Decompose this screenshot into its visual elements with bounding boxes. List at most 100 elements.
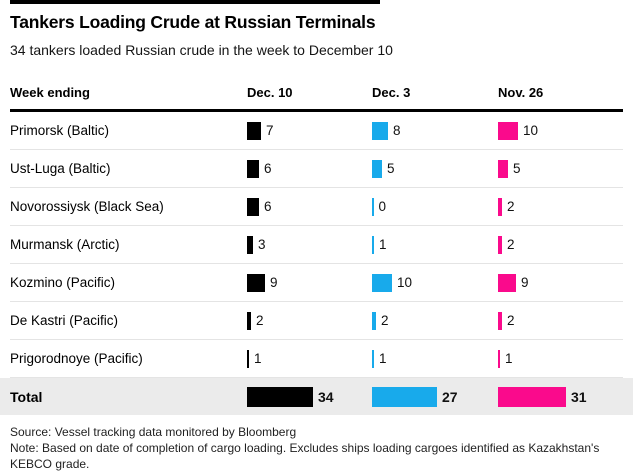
bar-cell-nov26: 2 (498, 235, 623, 254)
note-text: Note: Based on date of completion of car… (10, 441, 600, 471)
table-row-ustluga: Ust-Luga (Baltic) 6 5 5 (10, 150, 623, 188)
bar-value-dec10: 6 (264, 199, 272, 214)
table-row-prigorodnoye: Prigorodnoye (Pacific) 1 1 1 (10, 340, 623, 378)
terminal-label: Murmansk (Arctic) (10, 237, 120, 252)
bar-cell-dec3: 5 (372, 159, 498, 178)
table-row-dekastri: De Kastri (Pacific) 2 2 2 (10, 302, 623, 340)
column-header-dec10: Dec. 10 (247, 84, 293, 100)
bar-cell-dec3: 1 (372, 349, 498, 368)
bar-cell-nov26: 2 (498, 197, 623, 216)
terminal-label: Novorossiysk (Black Sea) (10, 199, 164, 214)
column-header-nov26: Nov. 26 (498, 84, 544, 100)
table-row-primorsk: Primorsk (Baltic) 7 8 10 (10, 112, 623, 150)
bar-dec10 (247, 235, 253, 254)
bar-cell-dec10: 1 (247, 349, 372, 368)
bar-dec3 (372, 235, 374, 254)
bar-value-nov26: 5 (513, 161, 521, 176)
bar-cell-dec10: 6 (247, 197, 372, 216)
bar-value-dec10: 1 (254, 351, 262, 366)
total-bar-dec10 (247, 386, 313, 407)
bar-cell-dec3: 10 (372, 273, 498, 292)
bar-value-nov26: 2 (507, 237, 515, 252)
bar-cell-dec10: 9 (247, 273, 372, 292)
bar-value-dec10: 7 (266, 123, 274, 138)
bar-value-dec3: 0 (378, 199, 387, 214)
bar-cell-dec10: 3 (247, 235, 372, 254)
bar-value-nov26: 1 (505, 351, 513, 366)
bar-value-dec3: 1 (379, 237, 387, 252)
bar-value-dec3: 2 (381, 313, 389, 328)
chart-title: Tankers Loading Crude at Russian Termina… (10, 12, 376, 32)
bar-dec10 (247, 197, 259, 216)
bar-cell-dec10: 6 (247, 159, 372, 178)
bar-nov26 (498, 273, 516, 292)
bar-dec3 (372, 121, 388, 140)
bar-value-dec10: 2 (256, 313, 264, 328)
bar-nov26 (498, 311, 502, 330)
bar-dec3 (372, 197, 374, 216)
header-divider-rule (10, 109, 623, 112)
bar-value-dec10: 9 (270, 275, 278, 290)
bar-dec10 (247, 159, 259, 178)
bar-cell-dec3: 8 (372, 121, 498, 140)
bar-value-dec10: 3 (258, 237, 266, 252)
bar-dec10 (247, 349, 249, 368)
bar-cell-nov26: 1 (498, 349, 623, 368)
bar-cell-dec3: 0 (372, 197, 498, 216)
terminal-label: De Kastri (Pacific) (10, 313, 119, 328)
terminal-label: Prigorodnoye (Pacific) (10, 351, 143, 366)
chart-subtitle: 34 tankers loaded Russian crude in the w… (10, 42, 393, 58)
bar-dec3 (372, 349, 374, 368)
total-bar-dec3 (372, 386, 437, 407)
total-value-nov26: 31 (571, 388, 587, 405)
bar-value-nov26: 9 (521, 275, 529, 290)
bar-dec10 (247, 121, 261, 140)
total-value-dec10: 34 (318, 388, 334, 405)
total-value-dec3: 27 (442, 388, 458, 405)
bar-cell-dec3: 2 (372, 311, 498, 330)
bar-value-dec3: 10 (397, 275, 413, 290)
terminal-label: Kozmino (Pacific) (10, 275, 116, 290)
bar-value-nov26: 2 (507, 313, 515, 328)
bar-nov26 (498, 197, 502, 216)
bar-cell-nov26: 10 (498, 121, 623, 140)
total-bar-nov26 (498, 386, 566, 407)
bar-dec10 (247, 311, 251, 330)
bar-nov26 (498, 121, 518, 140)
bar-cell-nov26: 9 (498, 273, 623, 292)
total-bar-cell-dec3: 27 (372, 386, 498, 407)
column-header-row: Week ending Dec. 10 Dec. 3 Nov. 26 (10, 84, 623, 100)
terminal-label: Primorsk (Baltic) (10, 123, 110, 138)
bar-cell-nov26: 2 (498, 311, 623, 330)
top-accent-rule (10, 0, 380, 4)
bar-cell-dec10: 2 (247, 311, 372, 330)
table-row-kozmino: Kozmino (Pacific) 9 10 9 (10, 264, 623, 302)
bar-value-dec3: 1 (379, 351, 387, 366)
bar-dec3 (372, 311, 376, 330)
table-row-total: Total 34 27 31 (0, 378, 633, 415)
bar-nov26 (498, 159, 508, 178)
source-text: Source: Vessel tracking data monitored b… (10, 425, 297, 439)
bar-value-dec3: 8 (393, 123, 401, 138)
bar-dec3 (372, 159, 382, 178)
table-row-novorossiysk: Novorossiysk (Black Sea) 6 0 2 (10, 188, 623, 226)
bar-value-dec3: 5 (387, 161, 395, 176)
terminal-label: Ust-Luga (Baltic) (10, 161, 111, 176)
table-row-murmansk: Murmansk (Arctic) 3 1 2 (10, 226, 623, 264)
bar-cell-dec3: 1 (372, 235, 498, 254)
bar-nov26 (498, 349, 500, 368)
week-ending-header: Week ending (10, 84, 90, 100)
bar-value-nov26: 10 (523, 123, 539, 138)
chart-footer: Source: Vessel tracking data monitored b… (10, 424, 623, 472)
bar-dec10 (247, 273, 265, 292)
bar-cell-dec10: 7 (247, 121, 372, 140)
column-header-dec3: Dec. 3 (372, 84, 411, 100)
bar-cell-nov26: 5 (498, 159, 623, 178)
total-label: Total (10, 388, 43, 405)
bar-nov26 (498, 235, 502, 254)
bar-value-dec10: 6 (264, 161, 272, 176)
total-bar-cell-nov26: 31 (498, 386, 623, 407)
bar-value-nov26: 2 (507, 199, 515, 214)
bar-dec3 (372, 273, 392, 292)
